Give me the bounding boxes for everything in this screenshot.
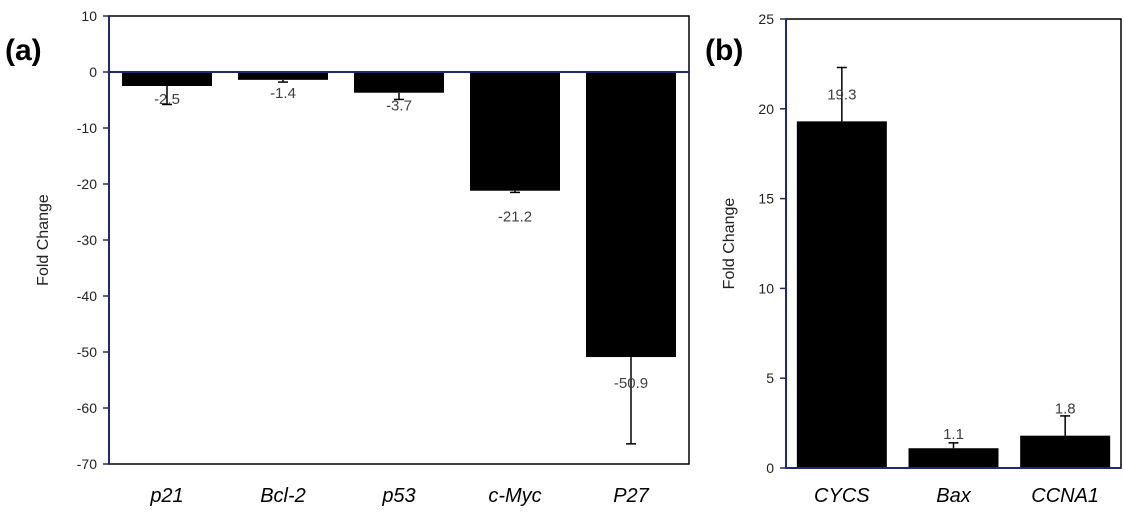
bar [238,72,328,80]
category-label: CYCS [814,485,870,507]
chart-panel-a: (a) -2.5 p21 -1.4 Bcl-2 -3.7 p53 -21.2 c-Myc -50.… [5,8,690,507]
panel-label: (b) [705,34,743,67]
chart-panel-b: (b) 19.3 CYCS 1.1 Bax 1.8 CCNA1 0 5 10 15 20 25 Fold … [705,11,1122,507]
data-label: 1.8 [1055,401,1076,418]
y-tick-label: 10 [81,8,97,24]
y-tick-label: 15 [758,191,774,207]
y-tick-label: -50 [77,344,97,360]
y-tick-label: -10 [77,120,97,136]
category-label: P27 [613,485,649,507]
bar [122,72,212,86]
bar [908,448,999,468]
data-label: 19.3 [827,86,856,103]
y-tick-label: 0 [766,460,774,476]
category-label: c-Myc [488,485,541,507]
y-tick-label: 0 [89,64,97,80]
bar [586,72,676,358]
y-tick-label: -70 [77,456,97,472]
y-tick-label: 25 [758,11,774,27]
data-label: -50.9 [614,375,648,392]
bar [796,121,887,468]
y-tick-label: 20 [758,101,774,117]
data-label: -1.4 [270,85,296,102]
y-axis-title: Fold Change [35,194,52,286]
y-axis-title: Fold Change [721,198,738,290]
y-tick-label: 5 [766,370,774,386]
category-label: p53 [381,485,415,507]
category-label: p21 [149,485,183,507]
y-tick-label: 10 [758,280,774,296]
panel-label: (a) [5,34,42,67]
y-tick-label: -60 [77,400,97,416]
data-label: -2.5 [154,91,180,108]
y-tick-label: -30 [77,232,97,248]
y-tick-label: -20 [77,176,97,192]
data-label: -3.7 [386,98,412,115]
category-label: CCNA1 [1031,485,1099,507]
bar [470,72,560,191]
data-label: 1.1 [943,426,964,443]
data-label: -21.2 [498,209,532,226]
bar [354,72,444,93]
y-tick-label: -40 [77,288,97,304]
category-label: Bax [936,485,971,507]
category-label: Bcl-2 [260,485,306,507]
bar [1020,435,1111,468]
